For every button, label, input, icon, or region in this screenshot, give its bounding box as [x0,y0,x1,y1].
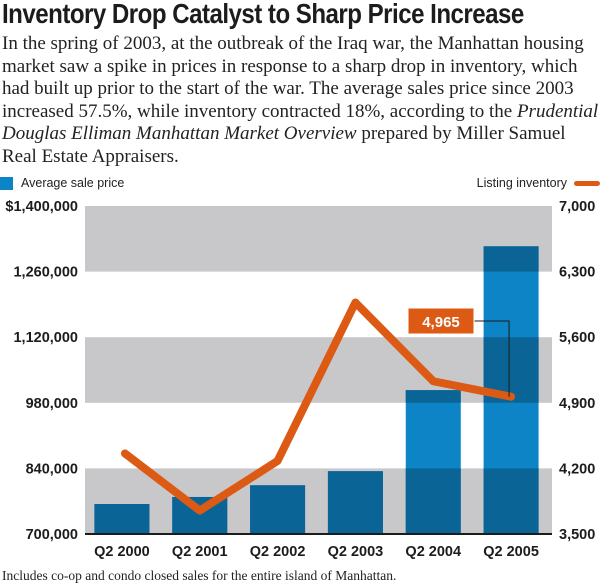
left-tick-label: 1,120,000 [13,330,78,346]
category-label: Q2 2004 [405,544,461,560]
category-label: Q2 2005 [483,544,539,560]
bar-shade [250,485,306,534]
category-label: Q2 2001 [172,544,228,560]
right-axis: 3,500 4,200 4,900 5,600 6,300 7,000 [559,199,595,543]
right-tick-label: 4,900 [559,396,595,412]
legend-bar-swatch-icon [0,176,13,190]
footnote: Includes co-op and condo closed sales fo… [2,568,397,583]
legend-line-swatch-icon [574,180,600,186]
intro-text-after: prepared by Miller Samuel Real Estate Ap… [2,123,566,167]
category-axis: Q2 2000 Q2 2001 Q2 2002 Q2 2003 Q2 2004 Q2 20… [94,544,539,560]
grid-band [85,206,552,272]
category-label: Q2 2000 [94,544,150,560]
legend-label-price: Average sale price [21,176,125,190]
intro-source-title: Prudential Douglas Elliman Manhattan Mar… [2,100,599,145]
left-axis: 700,000 840,000 980,000 1,120,000 1,260,000 $… [5,199,78,543]
right-tick-label: 6,300 [559,265,595,281]
right-tick-label: 5,600 [559,330,595,346]
intro-paragraph: In the spring of 2003, at the outbreak o… [2,33,600,168]
category-label: Q2 2002 [250,544,306,560]
legend-average-sale-price: Average sale price [0,176,124,190]
right-tick-label: 7,000 [559,199,595,215]
right-tick-label: 4,200 [559,461,595,477]
left-tick-label: 700,000 [26,527,78,543]
left-tick-label: 840,000 [26,461,78,477]
inventory-line [120,298,516,515]
left-tick-label: 1,260,000 [13,265,78,281]
callout-box [407,307,475,335]
left-tick-label: $1,400,000 [5,199,78,215]
legend-listing-inventory: Listing inventory [477,176,600,190]
category-label: Q2 2003 [328,544,384,560]
right-tick-label: 3,500 [559,527,595,543]
callout-group: 4,965 [407,307,510,397]
chart-title: Inventory Drop Catalyst to Sharp Price I… [2,0,524,29]
legend-label-inventory: Listing inventory [476,176,567,190]
bar-shade [94,504,150,534]
inventory-line-group [120,298,516,515]
left-tick-label: 980,000 [26,396,78,412]
callout-value: 4,965 [422,314,460,331]
intro-text-before: In the spring of 2003, at the outbreak o… [2,33,584,122]
callout-leader-line [474,320,510,397]
bar-shade [327,471,383,534]
